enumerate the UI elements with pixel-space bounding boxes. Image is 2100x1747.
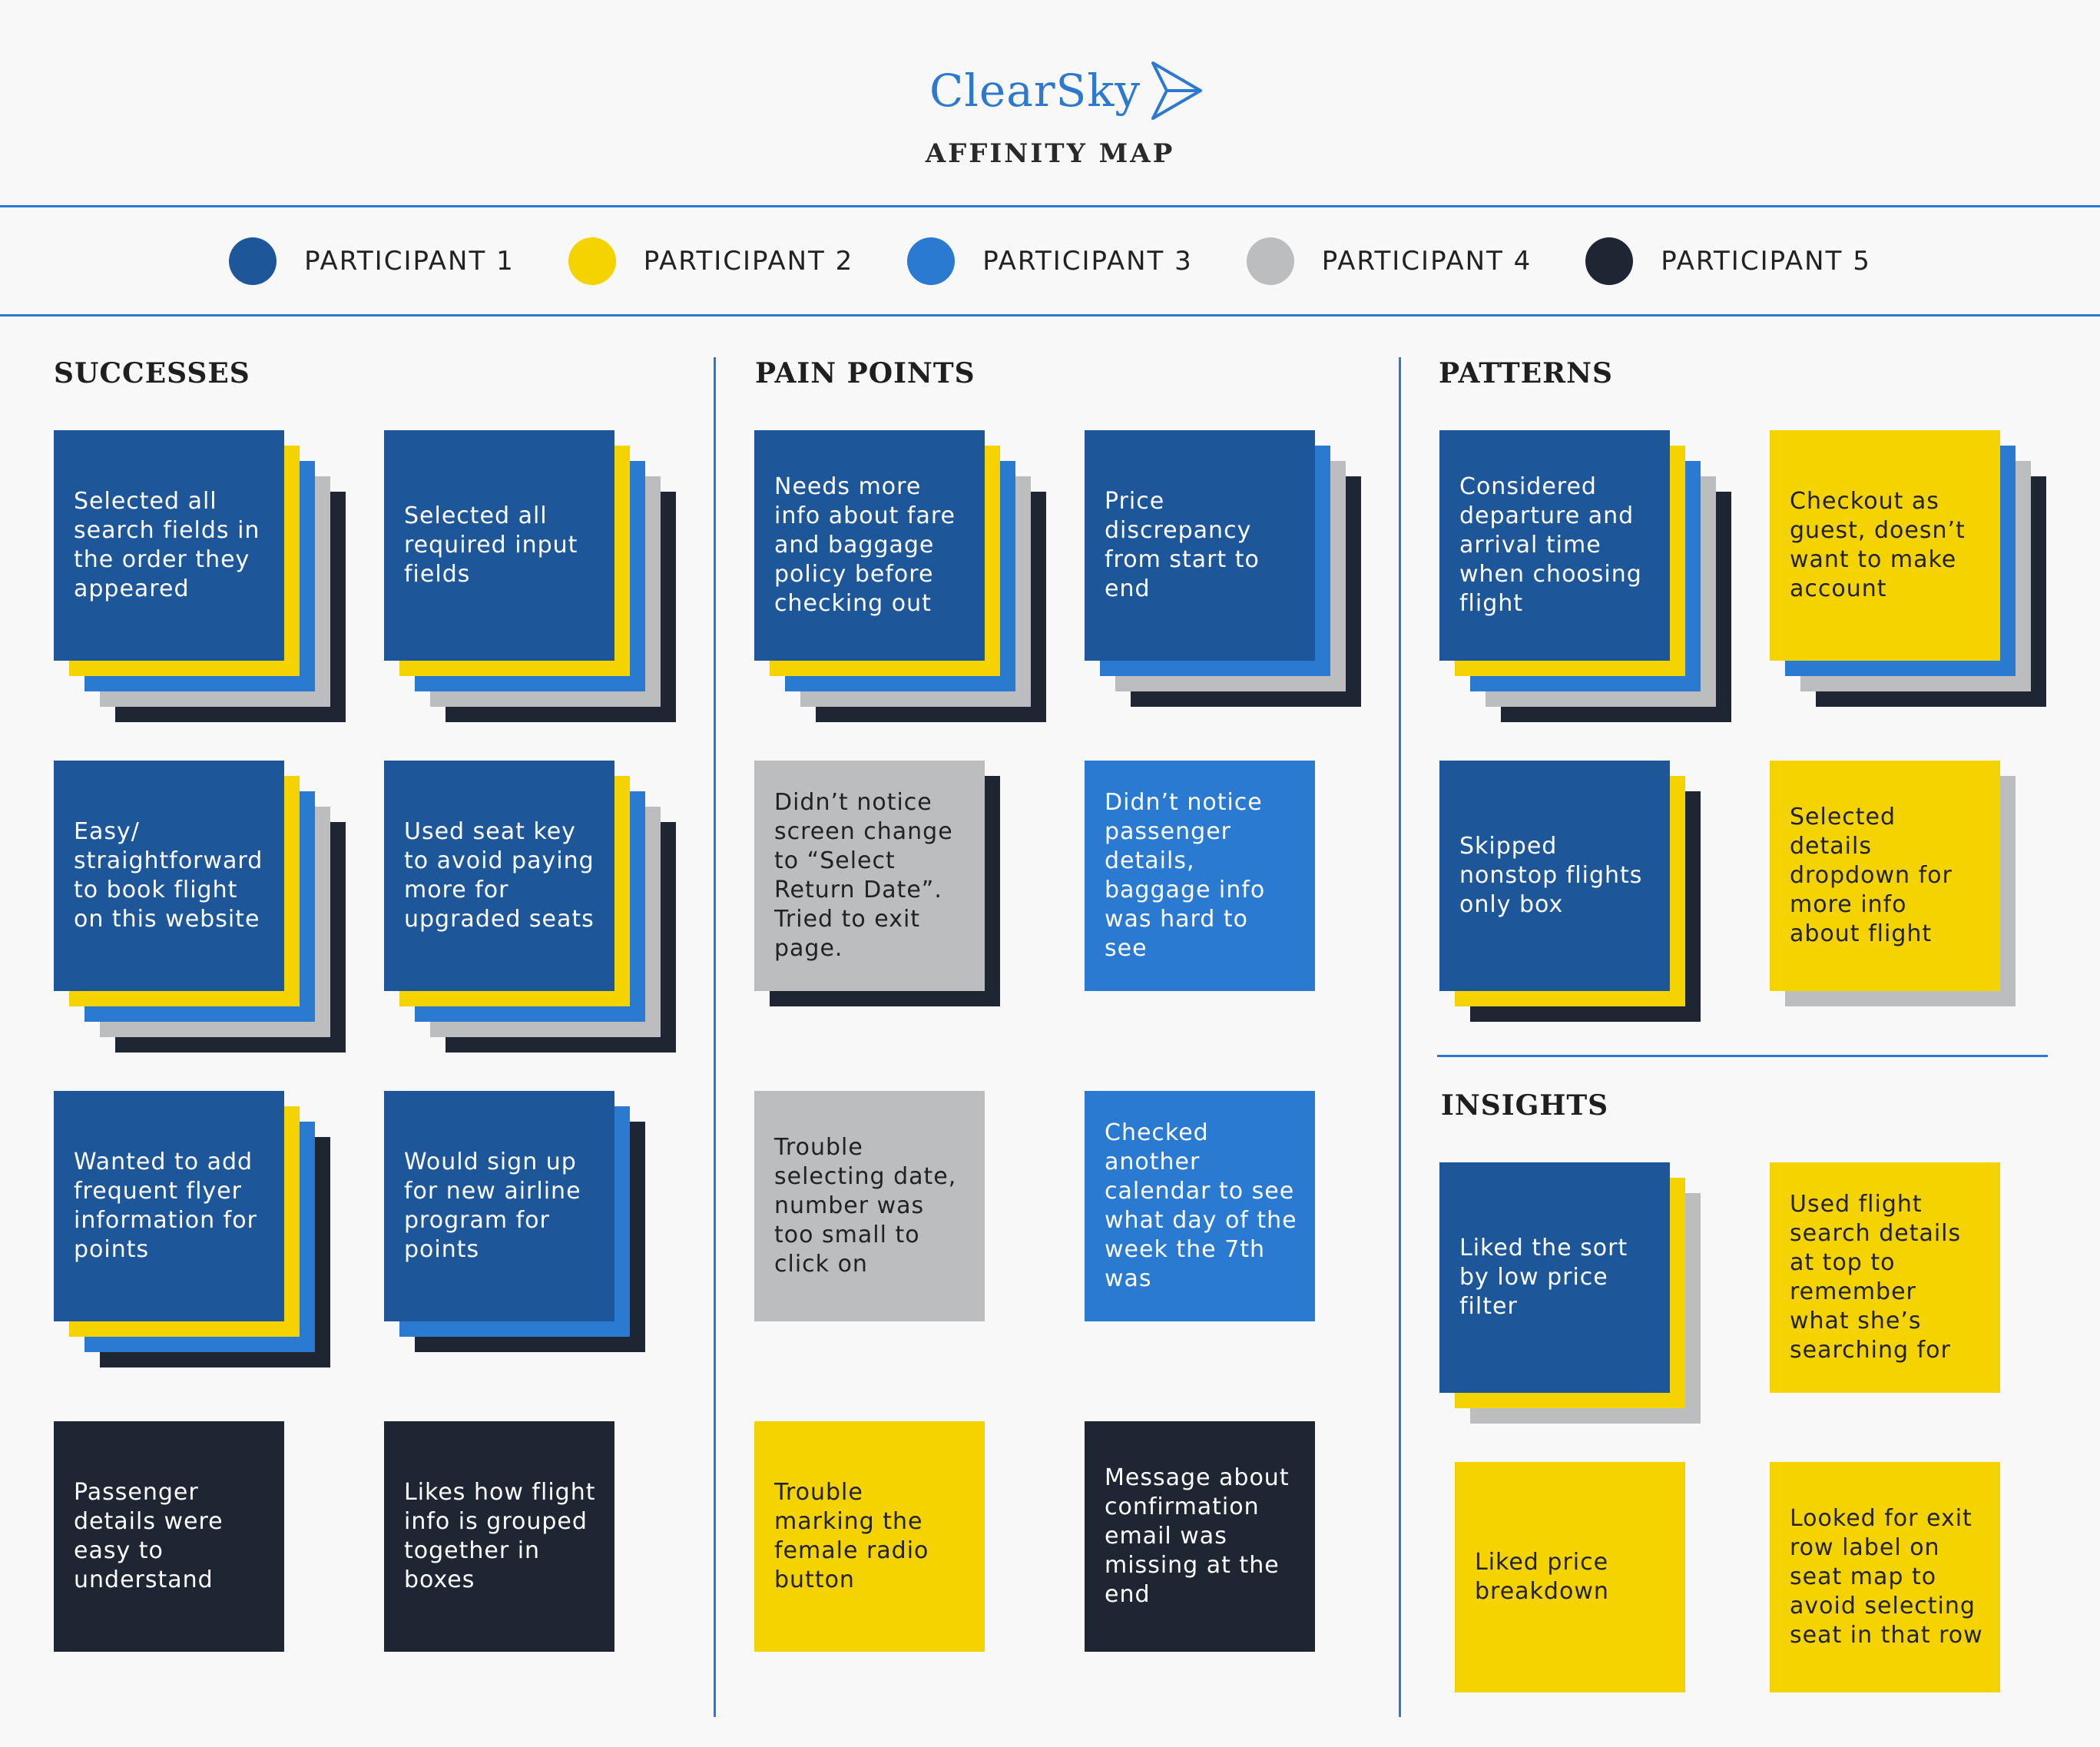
sticky-note-stack: Likes how flight info is grouped togethe… (384, 1421, 676, 1713)
sticky-note-stack: Didn’t notice screen change to “Select R… (754, 761, 1046, 1053)
sticky-note: Trouble selecting date, number was too s… (754, 1091, 985, 1321)
sticky-note: Message about confirmation email was mis… (1085, 1421, 1315, 1652)
legend-item-participant-4: PARTICIPANT 4 (1246, 237, 1532, 285)
sticky-note-stack: Liked price breakdown (1455, 1462, 1747, 1747)
logo-text: ClearSky (929, 65, 1141, 117)
sticky-note-stack: Used flight search details at top to rem… (1770, 1162, 2062, 1454)
sticky-note: Needs more info about fare and baggage p… (754, 430, 985, 661)
sticky-note: Likes how flight info is grouped togethe… (384, 1421, 614, 1652)
sticky-note: Used seat key to avoid paying more for u… (384, 761, 614, 991)
sticky-note-stack: Passenger details were easy to understan… (54, 1421, 346, 1713)
sticky-note-stack: Checked another calendar to see what day… (1085, 1091, 1376, 1383)
sticky-note-stack: Selected details dropdown for more info … (1770, 761, 2062, 1053)
sticky-note: Liked the sort by low price filter (1439, 1162, 1670, 1393)
sticky-note-stack: Trouble marking the female radio button (754, 1421, 1046, 1713)
legend-item-participant-3: PARTICIPANT 3 (907, 237, 1193, 285)
insights-divider (1437, 1055, 2048, 1057)
sticky-note-stack: Selected all required input fields (384, 430, 676, 722)
sticky-note: Skipped nonstop flights only box (1439, 761, 1670, 991)
legend-divider (0, 314, 2100, 317)
sticky-note: Looked for exit row label on seat map to… (1770, 1462, 2000, 1692)
sticky-note: Selected all search fields in the order … (54, 430, 284, 661)
sticky-note: Didn’t notice passenger details, baggage… (1085, 761, 1315, 991)
legend-item-participant-2: PARTICIPANT 2 (568, 237, 854, 285)
sticky-note-stack: Liked the sort by low price filter (1439, 1162, 1731, 1454)
legend-label: PARTICIPANT 5 (1661, 246, 1871, 277)
header-divider (0, 205, 2100, 207)
sticky-note: Checkout as guest, doesn’t want to make … (1770, 430, 2000, 661)
participant-legend: PARTICIPANT 1 PARTICIPANT 2 PARTICIPANT … (0, 230, 2100, 292)
sticky-note-stack: Checkout as guest, doesn’t want to make … (1770, 430, 2062, 722)
sticky-note: Price discrepancy from start to end (1085, 430, 1315, 661)
sticky-note: Checked another calendar to see what day… (1085, 1091, 1315, 1321)
page-title: AFFINITY MAP (925, 138, 1175, 169)
legend-label: PARTICIPANT 4 (1321, 246, 1532, 277)
sticky-note: Wanted to add frequent flyer information… (54, 1091, 284, 1321)
sticky-note-stack: Skipped nonstop flights only box (1439, 761, 1731, 1053)
column-divider (714, 357, 716, 1717)
sticky-note-stack: Considered departure and arrival time wh… (1439, 430, 1731, 722)
legend-dot (568, 237, 616, 285)
sticky-note: Selected all required input fields (384, 430, 614, 661)
sticky-note: Trouble marking the female radio button (754, 1421, 985, 1652)
legend-item-participant-1: PARTICIPANT 1 (229, 237, 515, 285)
clearsky-logo: ClearSky (929, 60, 1204, 121)
sticky-note-stack: Easy/ straightforward to book flight on … (54, 761, 346, 1053)
legend-dot (1585, 237, 1634, 285)
sticky-note-stack: Used seat key to avoid paying more for u… (384, 761, 676, 1053)
sticky-note: Selected details dropdown for more info … (1770, 761, 2000, 991)
sticky-note-stack: Message about confirmation email was mis… (1085, 1421, 1376, 1713)
sticky-note-stack: Didn’t notice passenger details, baggage… (1085, 761, 1376, 1053)
section-title-successes: SUCCESSES (54, 357, 250, 390)
sticky-note: Didn’t notice screen change to “Select R… (754, 761, 985, 991)
section-title-patterns: PATTERNS (1439, 357, 1613, 390)
sticky-note: Passenger details were easy to understan… (54, 1421, 284, 1652)
legend-dot (1246, 237, 1294, 285)
sticky-note-stack: Price discrepancy from start to end (1085, 430, 1376, 722)
section-title-insights: INSIGHTS (1441, 1089, 1609, 1122)
paper-plane-icon (1151, 61, 1203, 120)
sticky-note: Considered departure and arrival time wh… (1439, 430, 1670, 661)
legend-label: PARTICIPANT 1 (304, 246, 515, 277)
sticky-note: Liked price breakdown (1455, 1462, 1685, 1692)
sticky-note-stack: Needs more info about fare and baggage p… (754, 430, 1046, 722)
column-divider (1399, 357, 1401, 1717)
sticky-note: Would sign up for new airline program fo… (384, 1091, 614, 1321)
sticky-note-stack: Looked for exit row label on seat map to… (1770, 1462, 2062, 1747)
legend-label: PARTICIPANT 3 (982, 246, 1193, 277)
sticky-note: Easy/ straightforward to book flight on … (54, 761, 284, 991)
sticky-note-stack: Selected all search fields in the order … (54, 430, 346, 722)
section-title-pain-points: PAIN POINTS (755, 357, 975, 390)
sticky-note-stack: Would sign up for new airline program fo… (384, 1091, 676, 1383)
legend-dot (907, 237, 956, 285)
legend-label: PARTICIPANT 2 (643, 246, 854, 277)
sticky-note-stack: Wanted to add frequent flyer information… (54, 1091, 346, 1383)
sticky-note-stack: Trouble selecting date, number was too s… (754, 1091, 1046, 1383)
legend-dot (229, 237, 277, 285)
legend-item-participant-5: PARTICIPANT 5 (1585, 237, 1871, 285)
sticky-note: Used flight search details at top to rem… (1770, 1162, 2000, 1393)
